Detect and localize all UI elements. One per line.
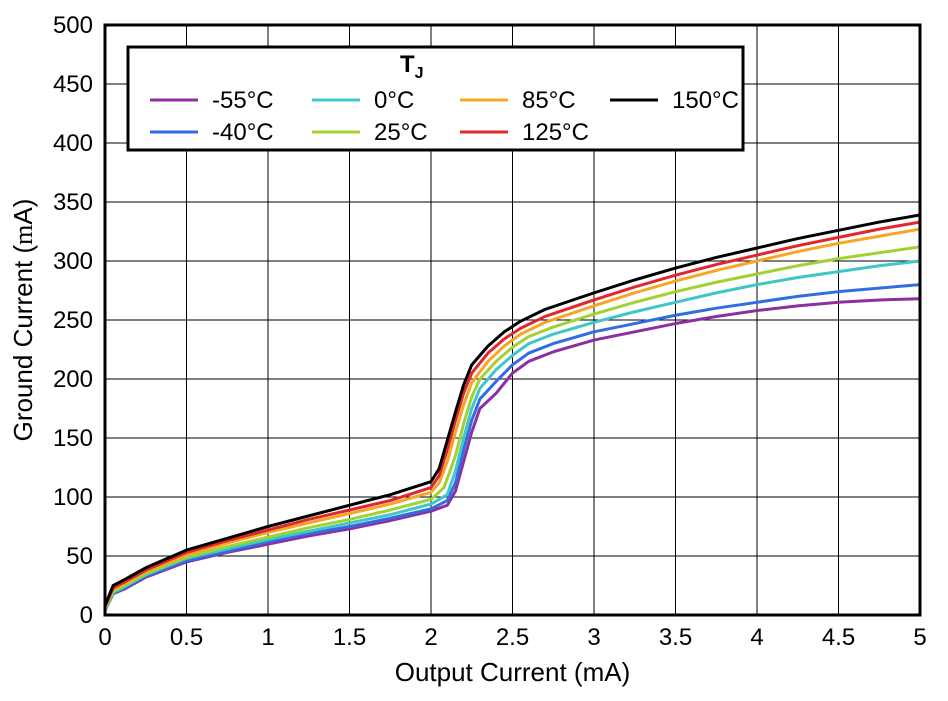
x-tick-label: 3	[587, 624, 600, 651]
y-tick-label: 250	[53, 307, 93, 334]
y-tick-label: 350	[53, 189, 93, 216]
chart-container: 00.511.522.533.544.550501001502002503003…	[0, 0, 948, 701]
legend-label: 125°C	[522, 119, 589, 146]
x-tick-label: 5	[913, 624, 926, 651]
legend-label: 25°C	[374, 119, 428, 146]
y-tick-label: 200	[53, 366, 93, 393]
x-tick-label: 0	[98, 624, 111, 651]
x-tick-label: 2.5	[496, 624, 529, 651]
x-tick-label: 3.5	[659, 624, 692, 651]
x-tick-label: 4	[750, 624, 763, 651]
x-axis-label: Output Current (mA)	[395, 657, 631, 687]
legend-label: -40°C	[212, 119, 274, 146]
legend-label: 0°C	[374, 87, 414, 114]
y-axis-label: Ground Current (mA)	[8, 199, 38, 442]
y-tick-label: 0	[80, 602, 93, 629]
y-tick-label: 50	[66, 543, 93, 570]
legend-label: 85°C	[522, 87, 576, 114]
x-tick-label: 0.5	[170, 624, 203, 651]
x-tick-label: 1.5	[333, 624, 366, 651]
y-tick-label: 400	[53, 130, 93, 157]
y-tick-label: 100	[53, 484, 93, 511]
y-tick-label: 450	[53, 71, 93, 98]
y-tick-label: 300	[53, 248, 93, 275]
x-tick-label: 2	[424, 624, 437, 651]
legend-label: -55°C	[212, 87, 274, 114]
chart-svg: 00.511.522.533.544.550501001502002503003…	[0, 0, 948, 701]
legend-label: 150°C	[672, 87, 739, 114]
x-tick-label: 4.5	[822, 624, 855, 651]
legend: TJ-55°C-40°C0°C25°C85°C125°C150°C	[128, 47, 743, 150]
x-tick-label: 1	[261, 624, 274, 651]
y-tick-label: 150	[53, 425, 93, 452]
y-tick-label: 500	[53, 12, 93, 39]
